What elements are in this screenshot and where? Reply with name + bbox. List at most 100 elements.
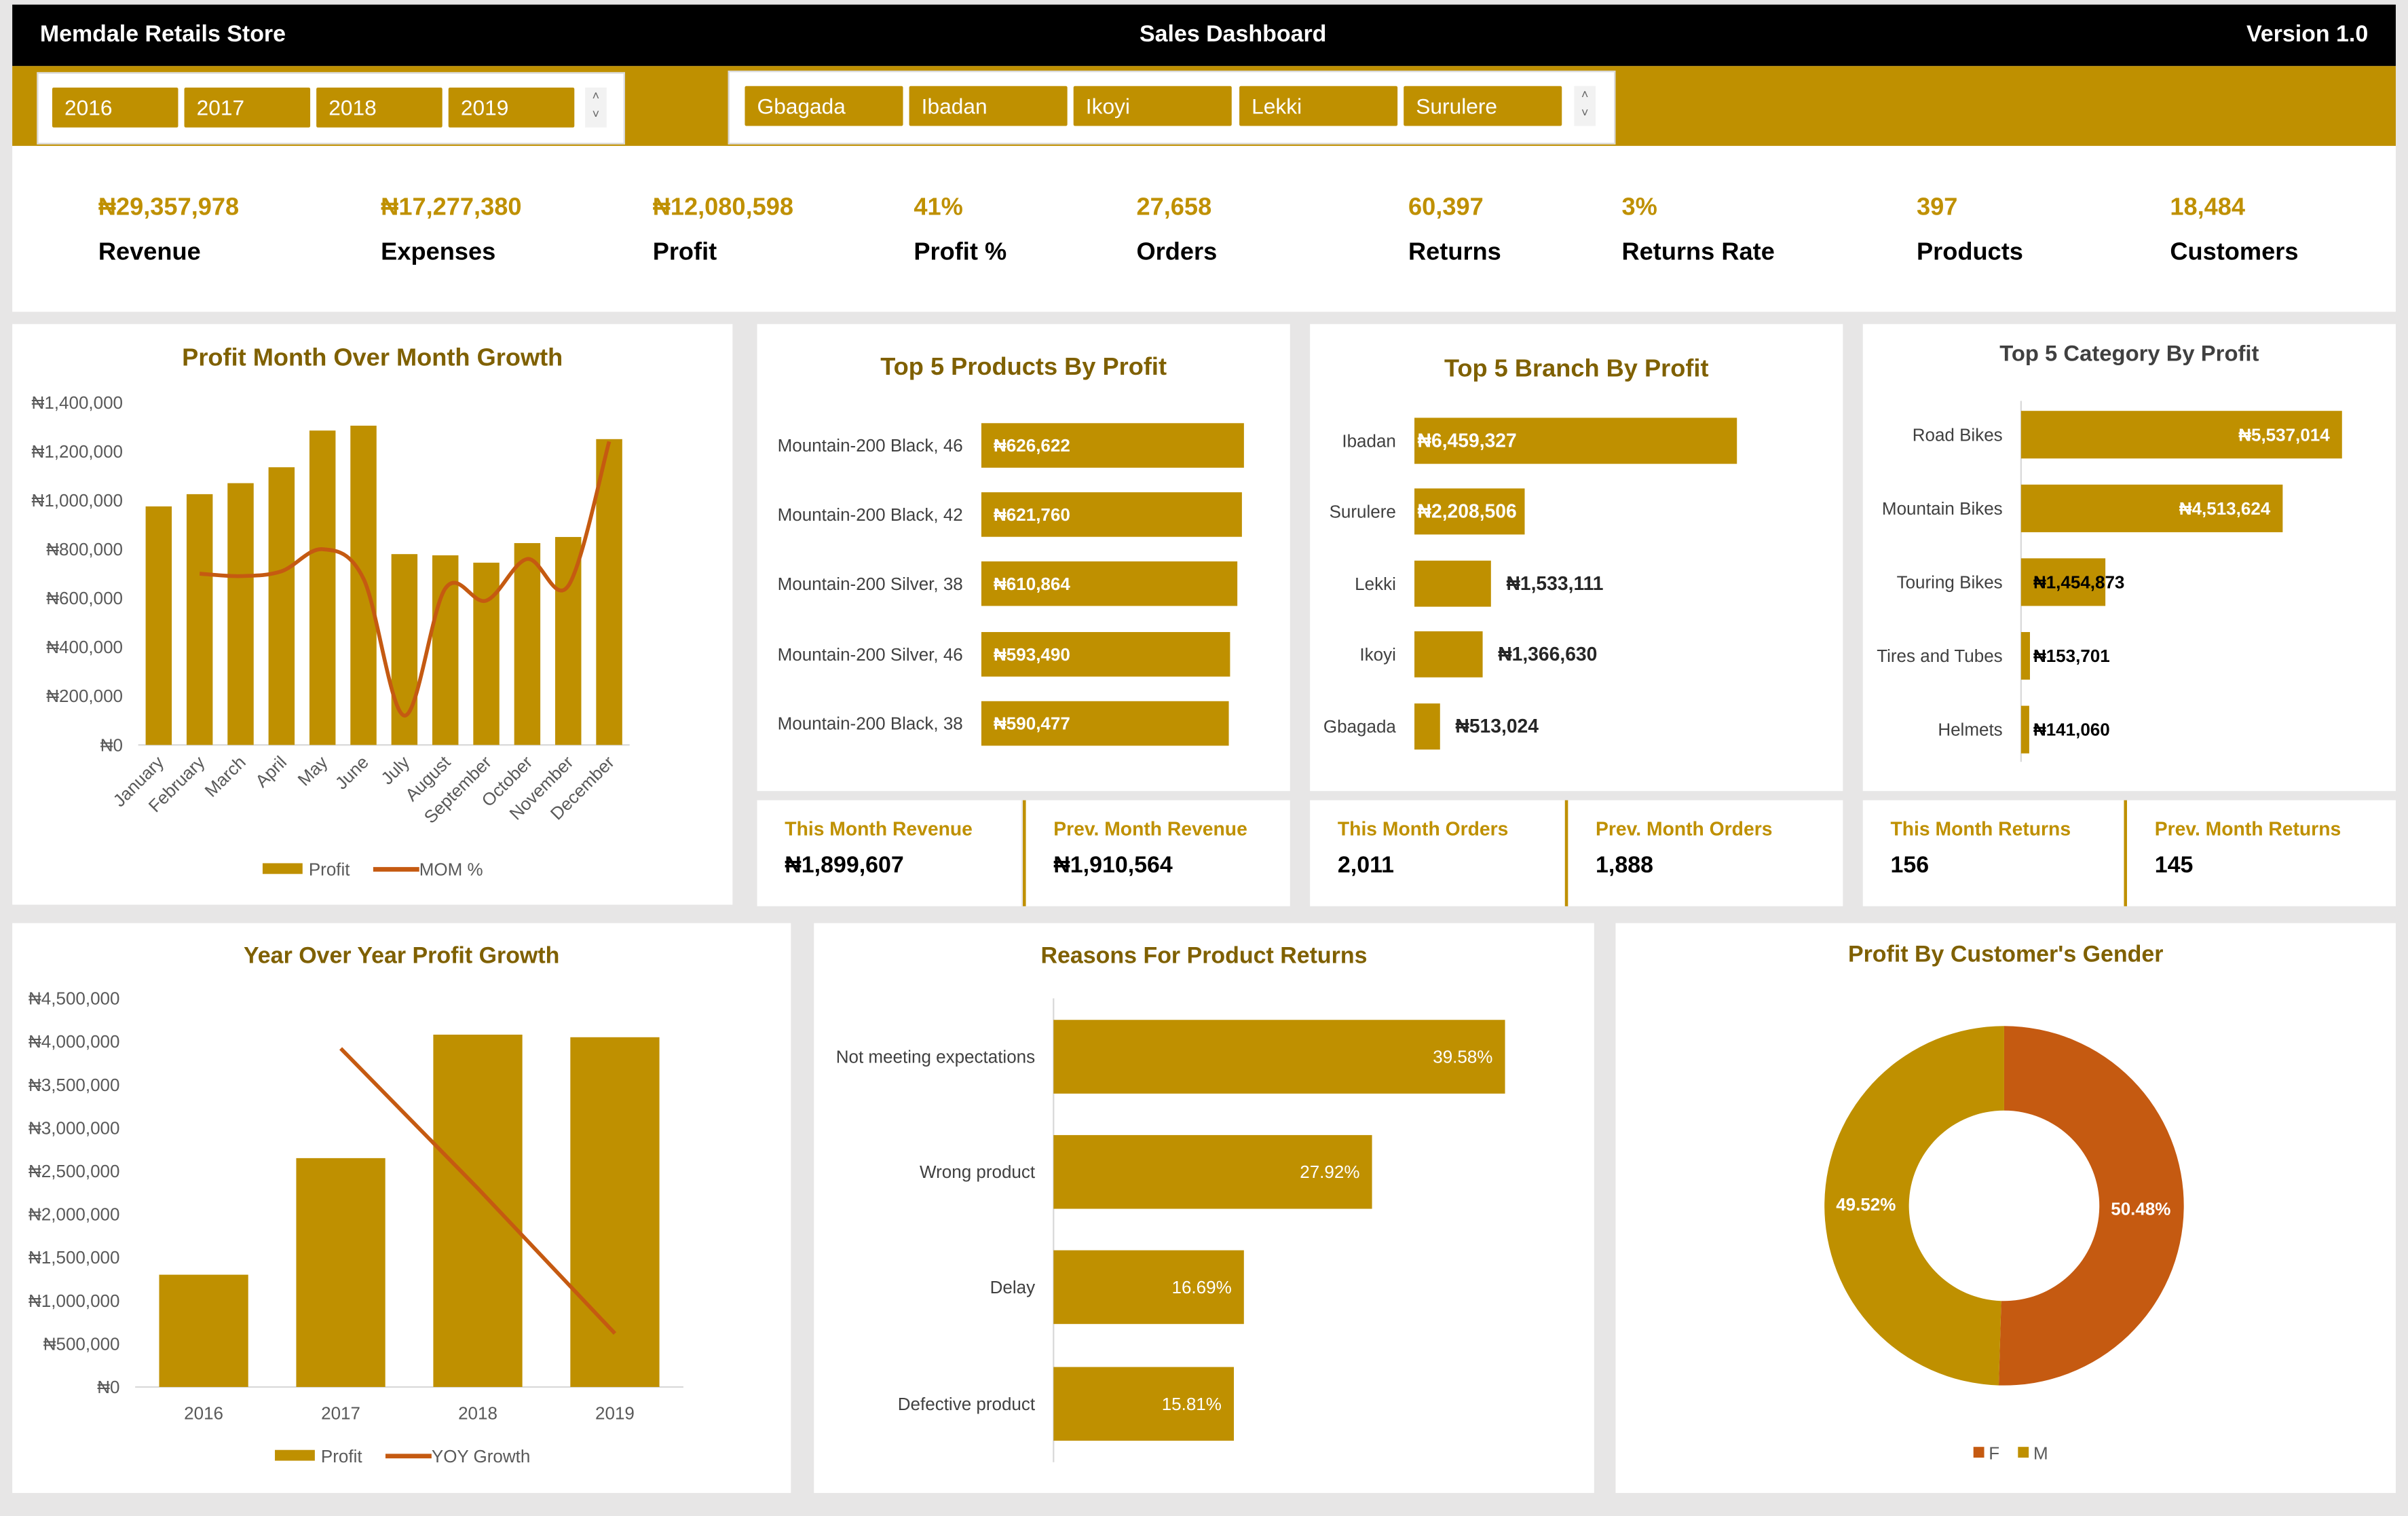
bar-may [309,430,336,745]
bar-july [391,554,418,745]
card-divider [2124,800,2127,906]
data-label: ₦590,477 [994,714,1070,734]
bar-june [350,425,377,745]
donut-slice-m [1824,1026,2004,1386]
y-tick-label: ₦3,500,000 [29,1075,119,1095]
bar-february [186,494,213,745]
chart-title: Top 5 Branch By Profit [1444,356,1709,383]
returns-chart: Not meeting expectations 39.58% Wrong prod… [836,998,1505,1462]
category-label: Helmets [1938,720,2002,740]
slice-label: 50.48% [2111,1199,2170,1219]
scroll-up-icon[interactable]: ˄ [592,89,600,103]
branch-ikoyi-button[interactable]: Ikoyi [1073,86,1232,126]
dashboard-title: Sales Dashboard [1139,21,1327,48]
x-tick-label: 2016 [184,1403,223,1423]
year-2018-button[interactable]: 2018 [316,87,443,128]
bar [1414,631,1483,678]
data-label: ₦153,701 [2033,646,2110,666]
category-label: Mountain-200 Black, 38 [778,714,963,734]
kpi-value: 3% [1621,195,1657,221]
slice-label: 49.52% [1836,1194,1896,1215]
bar [1053,1367,1235,1441]
y-tick-label: ₦200,000 [46,686,123,706]
bar [2020,484,2283,532]
category-label: Mountain Bikes [1882,498,2003,519]
bar [1053,1250,1244,1325]
scroll-down-icon[interactable]: ˅ [592,107,600,122]
x-tick-label: 2019 [595,1403,635,1423]
year-2019-button[interactable]: 2019 [448,87,575,128]
kpi-label: Expenses [381,239,496,266]
category-label: Wrong product [920,1162,1036,1182]
category-label: Not meeting expectations [836,1047,1035,1067]
scroll-up-icon[interactable]: ˄ [1581,87,1589,102]
category-chart: Road Bikes ₦5,537,014 Mountain Bikes ₦4,513… [1877,401,2342,762]
y-tick-label: ₦1,000,000 [32,490,123,511]
kpi-value: ₦17,277,380 [381,195,522,221]
data-label: 16.69% [1172,1277,1232,1297]
y-tick-label: ₦0 [97,1377,119,1397]
yoy-chart-panel: Year Over Year Profit Growth ₦0 ₦500,000 ₦… [12,923,791,1494]
metric-label: Prev. Month Returns [2154,818,2341,840]
metric-label: Prev. Month Revenue [1053,818,1247,840]
chart-title: Profit By Customer's Gender [1847,941,2164,968]
data-label: ₦626,622 [994,435,1070,456]
data-label: ₦5,537,014 [2238,424,2330,445]
branch-ibadan-button[interactable]: Ibadan [909,86,1068,126]
y-tick-label: ₦3,000,000 [29,1117,119,1138]
line-series-yoy-growth [339,1047,617,1335]
year-2017-button[interactable]: 2017 [184,87,311,128]
data-label: ₦6,459,327 [1418,429,1517,451]
metric-value: ₦1,910,564 [1053,852,1173,879]
bar [1414,418,1737,464]
x-tick-label: 2018 [458,1403,497,1423]
branch-gbagada-button[interactable]: Gbagada [745,86,903,126]
legend-label: F [1989,1443,1999,1463]
scroll-down-icon[interactable]: ˅ [1581,106,1589,120]
data-label: ₦1,366,630 [1498,643,1597,665]
kpi-label: Orders [1136,239,1218,266]
y-tick-label: ₦400,000 [46,637,123,657]
year-slicer-scrollbar[interactable]: ˄ ˅ [585,87,607,128]
category-label: Lekki [1355,574,1396,594]
kpi-label: Customers [2170,239,2299,266]
legend-swatch-m [2018,1447,2029,1458]
year-2016-button[interactable]: 2016 [52,87,178,128]
category-label: Surulere [1330,501,1396,521]
branch-slicer-scrollbar[interactable]: ˄ ˅ [1574,86,1596,126]
data-label: ₦593,490 [994,644,1070,665]
bar-2017 [296,1158,385,1387]
metric-label: This Month Revenue [785,818,973,840]
kpi-value: 41% [914,195,963,221]
data-label: ₦513,024 [1455,715,1539,737]
category-label: Defective product [898,1394,1036,1414]
y-tick-label: ₦0 [100,735,123,755]
branch-surulere-button[interactable]: Surulere [1404,86,1562,126]
legend-line-label: YOY Growth [432,1446,530,1466]
legend-label: M [2033,1443,2048,1463]
kpi-label: Profit [652,239,717,266]
gender-chart-panel: Profit By Customer's Gender 50.48% 49.52%… [1615,923,2396,1494]
bar-2018 [433,1034,523,1387]
category-label: Mountain-200 Black, 46 [778,435,963,456]
category-label: Mountain-200 Silver, 46 [778,644,963,665]
branch-lekki-button[interactable]: Lekki [1239,86,1398,126]
kpi-value: 18,484 [2170,195,2246,221]
category-label: Tires and Tubes [1877,646,2002,666]
metric-card: This Month Orders 2,011 [1310,800,1565,906]
data-label: 27.92% [1300,1162,1359,1182]
legend-profit-label: Profit [309,859,350,880]
bar [1414,703,1440,750]
bar [981,701,1229,746]
chart-title: Top 5 Products By Profit [880,354,1167,382]
kpi-value: 60,397 [1408,195,1484,221]
bar [981,631,1230,677]
x-tick-label: May [294,752,332,790]
donut-slice-f [1998,1026,2184,1386]
bar [2020,411,2342,459]
category-label: Road Bikes [1913,424,2003,445]
yoy-chart: ₦0 ₦500,000 ₦1,000,000 ₦1,500,000 ₦2,000,000… [29,988,683,1466]
data-label: ₦1,454,873 [2033,572,2124,593]
category-label: Mountain-200 Silver, 38 [778,574,963,594]
